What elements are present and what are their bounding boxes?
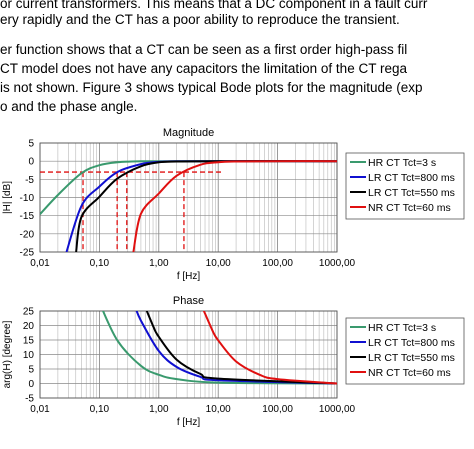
- magnitude-xtick-label: 1000,00: [319, 258, 356, 269]
- phase-xtick-label: 0,01: [30, 404, 50, 415]
- magnitude-chart: 5 0 -5 -10 -15 -20 -250,01 0,10 1,00 10,00 100,00 1…: [2, 127, 465, 282]
- magnitude-xtick-label: 100,00: [262, 258, 293, 269]
- magnitude-series-line-2: [65, 160, 337, 252]
- phase-series-line-2: [135, 311, 337, 385]
- phase-xtick-label: 0,10: [90, 404, 110, 415]
- magnitude-xtick-label: 0,10: [90, 258, 110, 269]
- phase-ytick-label: 20: [23, 321, 35, 332]
- phase-series-line-3: [145, 311, 337, 385]
- phase-chart: 25 20 15 10 5 0 -50,01 0,10 1,00 10,00 100,00 1000,…: [2, 295, 465, 428]
- phase-ytick-label: -5: [25, 394, 34, 405]
- magnitude-legend-label-2: LR CT Tct=800 ms: [368, 172, 455, 184]
- phase-xlabel: f [Hz]: [177, 417, 201, 428]
- phase-series-line-1: [101, 311, 337, 385]
- magnitude-ytick-label: -15: [20, 211, 35, 222]
- magnitude-legend-label-3: LR CT Tct=550 ms: [368, 187, 455, 199]
- phase-ylabel: arg(H) [degree]: [2, 320, 13, 388]
- magnitude-xtick-label: 10,00: [206, 258, 231, 269]
- magnitude-title: Magnitude: [163, 127, 214, 139]
- phase-ytick-label: 15: [23, 336, 35, 347]
- phase-ytick-label: 10: [23, 350, 35, 361]
- phase-legend-label-1: HR CT Tct=3 s: [368, 322, 436, 334]
- phase-series-group: [101, 311, 337, 385]
- paragraph-line-5: is not shown. Figure 3 shows typical Bod…: [0, 80, 423, 95]
- magnitude-ytick-label: -5: [25, 175, 34, 186]
- magnitude-series-line-3: [75, 160, 337, 252]
- paragraph-line-6: o and the phase angle.: [0, 99, 138, 114]
- magnitude-series-group: [40, 160, 337, 252]
- phase-xtick-label: 10,00: [206, 404, 231, 415]
- magnitude-xtick-label: 1,00: [149, 258, 169, 269]
- phase-title: Phase: [173, 295, 204, 307]
- magnitude-ytick-label: -25: [20, 248, 35, 259]
- magnitude-legend-label-4: NR CT Tct=60 ms: [368, 202, 451, 214]
- phase-ytick-label: 25: [23, 307, 35, 318]
- phase-xtick-label: 1,00: [149, 404, 169, 415]
- magnitude-legend-label-1: HR CT Tct=3 s: [368, 157, 436, 169]
- magnitude-ytick-label: 0: [28, 157, 34, 168]
- magnitude-series-line-4: [132, 160, 337, 252]
- magnitude-ylabel: |H| [dB]: [2, 181, 13, 214]
- magnitude-plot-frame: [39, 142, 338, 253]
- phase-legend-label-4: NR CT Tct=60 ms: [368, 367, 451, 379]
- paragraph-line-2: ery rapidly and the CT has a poor abilit…: [0, 12, 400, 27]
- phase-legend-label-2: LR CT Tct=800 ms: [368, 337, 455, 349]
- phase-xtick-label: 1000,00: [319, 404, 356, 415]
- phase-series-line-4: [202, 311, 337, 385]
- magnitude-xtick-label: 0,01: [30, 258, 50, 269]
- phase-plot-frame: [39, 310, 338, 399]
- phase-legend-label-3: LR CT Tct=550 ms: [368, 352, 455, 364]
- paragraph-line-3: er function shows that a CT can be seen …: [0, 42, 408, 57]
- phase-ytick-label: 0: [28, 379, 34, 390]
- magnitude-ytick-label: 5: [28, 139, 34, 150]
- magnitude-ytick-label: -10: [20, 193, 35, 204]
- paragraph-line-4: CT model does not have any capacitors th…: [0, 61, 407, 76]
- phase-xtick-label: 100,00: [262, 404, 293, 415]
- paragraph-line-1: or current transformers. This means that…: [0, 0, 428, 11]
- phase-ytick-label: 5: [28, 365, 34, 376]
- magnitude-ytick-label: -20: [20, 229, 35, 240]
- magnitude-xlabel: f [Hz]: [177, 271, 201, 282]
